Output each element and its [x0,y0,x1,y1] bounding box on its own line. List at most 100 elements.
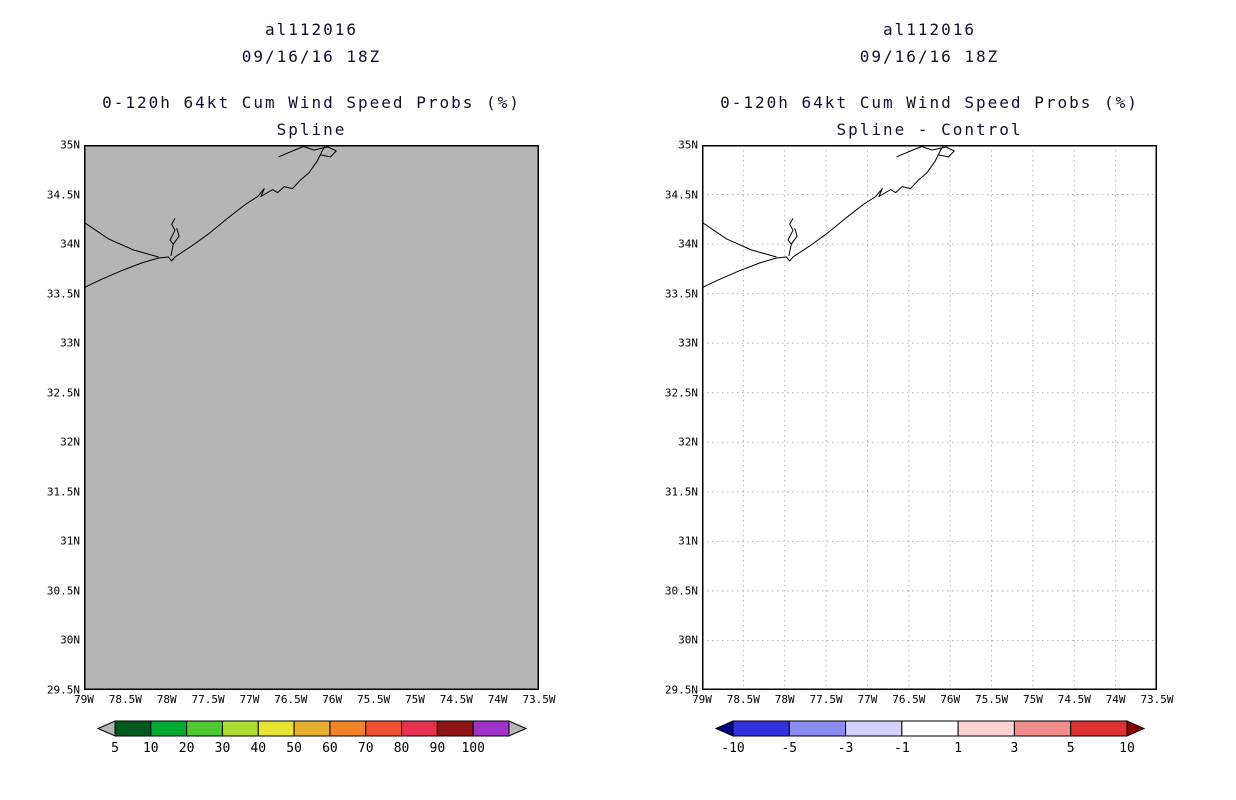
colorbar-segment [957,720,1015,737]
colorbar-tick-label: -10 [721,741,744,756]
map-wrap-spline-control: 35N 34.5N 34N 33.5N 33N 32.5N 32N 31.5N 31N 30.5N… [665,139,1174,707]
coastline [84,145,337,289]
colorbar-segment [1069,720,1128,737]
lat-tick-label: 31.5N [664,485,698,499]
lon-tick-label: 79W [74,693,94,706]
lat-tick-label: 30N [678,633,698,647]
colorbar-tick-label: 1 [954,741,962,756]
lon-tick-label: 77W [857,693,878,706]
colorbar-segment [293,720,330,737]
lat-tick-label: 30.5N [46,584,80,598]
map-spline [84,145,539,690]
colorbar-tick-label: 100 [461,741,484,756]
gridlines [702,145,1157,690]
map-border [84,145,539,690]
colorbar-left-arrow [714,720,733,737]
colorbar-segment [328,720,366,737]
init-datetime: 09/16/16 18Z [859,47,1000,66]
lat-tick-label: 34N [60,237,80,251]
barrier-islands-path [278,145,337,158]
colorbar-segment [114,720,151,737]
colorbar-segment [400,720,438,737]
plot-subtitle: Spline - Control [836,120,1023,139]
colorbar-tick-label: -1 [894,741,910,756]
colorbar-segment [472,720,510,737]
storm-id: al112016 [264,20,359,39]
lat-tick-label: 33N [60,336,80,350]
lat-axis: 35N 34.5N 34N 33.5N 33N 32.5N 32N 31.5N 31N 30.5N… [30,139,80,697]
lon-tick-label: 74.5W [1057,693,1091,706]
colorbar-segment [788,720,846,737]
colorbar-tick-label: 40 [250,741,266,756]
lon-tick-label: 75.5W [356,693,391,706]
lon-tick-label: 74.5W [439,693,473,706]
map-spline-control [702,145,1157,690]
colorbar-tick-label: 10 [142,741,158,756]
lat-tick-label: 32.5N [46,386,80,400]
lon-tick-label: 76W [322,693,343,706]
lon-tick-label: 77.5W [191,693,225,706]
lat-tick-label: 35N [678,138,698,152]
colorbar-segment [149,720,187,737]
colorbar-segment [436,720,474,737]
colorbar-segment [364,720,402,737]
colorbar-segment [900,720,959,737]
colorbar-svg: -10 -5 -3 -1 1 3 5 10 [714,720,1145,756]
lon-tick-label: 78W [156,693,177,706]
lon-tick-label: 79W [692,693,712,706]
lat-tick-label: 32N [678,435,698,449]
colorbar-tick-label: -5 [781,741,797,756]
lat-tick-label: 34.5N [46,188,80,202]
lat-tick-label: 30N [60,633,80,647]
lon-tick-label: 73.5W [1140,693,1174,706]
lat-tick-label: 35N [60,138,80,152]
plot-subtitle: Spline [276,120,347,139]
colorbar-tick-label: 80 [393,741,409,756]
colorbar-spline: 5 10 20 30 40 50 60 70 80 90 100 [84,718,539,756]
lon-tick-label: 75W [404,693,425,706]
lat-tick-label: 33.5N [664,287,698,301]
lat-tick-label: 32.5N [664,386,698,400]
lat-tick-label: 31N [678,534,698,548]
colorbar-segment [257,720,295,737]
lon-tick-label: 75W [1022,693,1043,706]
lat-tick-label: 31N [60,534,80,548]
lon-tick-label: 73.5W [522,693,556,706]
lat-tick-label: 34.5N [664,188,698,202]
map-background [84,145,539,690]
lon-tick-label: 77.5W [809,693,843,706]
colorbar-tick-label: 10 [1119,741,1135,756]
lat-tick-label: 32N [60,435,80,449]
colorbar-segment [185,720,223,737]
lon-axis: 79W 78.5W 78W 77.5W 77W 76.5W 76W 75.5W 75W 74.5W… [74,693,556,707]
map-background [702,145,1157,690]
river-path [169,218,180,257]
colorbar-tick-label: 90 [429,741,445,756]
lon-tick-label: 75.5W [974,693,1009,706]
lon-tick-label: 74W [1105,693,1126,706]
lon-tick-label: 78W [774,693,795,706]
coastline-path [84,145,327,289]
panel-spline-control: al112016 09/16/16 18Z 0-120h 64kt Cum Wi… [618,0,1236,800]
init-datetime: 09/16/16 18Z [241,47,382,66]
plot-title: 0-120h 64kt Cum Wind Speed Probs (%) [102,93,521,112]
colorbar-left-arrow [96,720,115,737]
colorbar-tick-label: 5 [111,741,119,756]
plot-title: 0-120h 64kt Cum Wind Speed Probs (%) [720,93,1139,112]
colorbar-segment [1013,720,1071,737]
lon-tick-label: 77W [239,693,260,706]
colorbar-tick-label: 60 [322,741,338,756]
lat-tick-label: 31.5N [46,485,80,499]
lon-axis: 79W 78.5W 78W 77.5W 77W 76.5W 76W 75.5W 75W 74.5W… [692,693,1174,707]
lat-axis: 35N 34.5N 34N 33.5N 33N 32.5N 32N 31.5N 31N 30.5N… [648,139,698,697]
colorbar-segment [844,720,902,737]
map-wrap-spline: 35N 34.5N 34N 33.5N 33N 32.5N 32N 31.5N 31N 30.5N… [47,139,556,707]
colorbar-segment [732,720,790,737]
titles-spline: al112016 09/16/16 18Z 0-120h 64kt Cum Wi… [84,0,539,143]
lon-tick-label: 78.5W [108,693,142,706]
storm-id: al112016 [882,20,977,39]
map-border [702,145,1157,690]
lon-tick-label: 76.5W [892,693,926,706]
lat-tick-label: 33.5N [46,287,80,301]
